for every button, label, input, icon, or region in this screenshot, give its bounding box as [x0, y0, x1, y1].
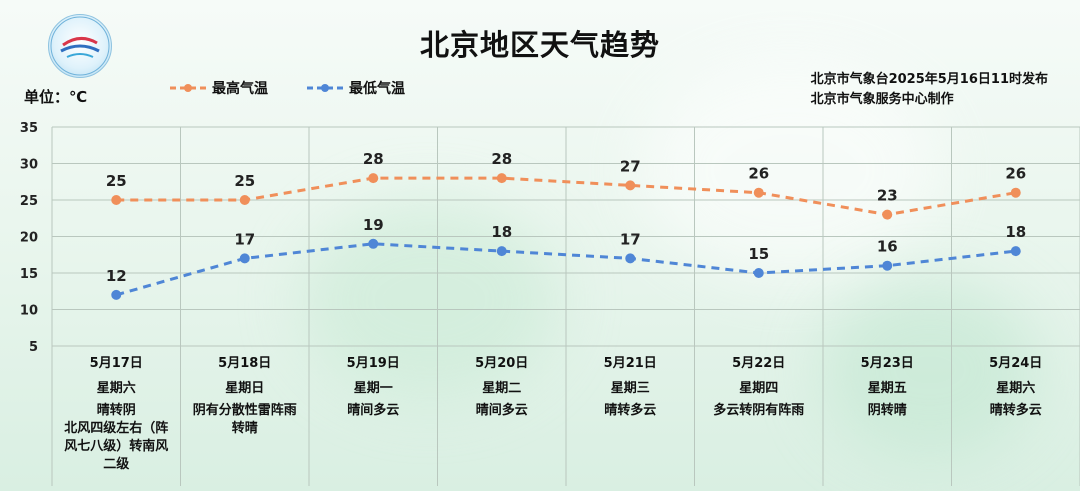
unit-label: 单位：℃ [24, 88, 88, 106]
page-title: 北京地区天气趋势 [419, 28, 660, 62]
low-temp-point [625, 253, 636, 264]
low-temp-label: 18 [1005, 223, 1026, 241]
x-tick-label: 5月24日 [989, 356, 1043, 371]
x-tick-label: 5月20日 [475, 356, 529, 371]
low-temp-label: 17 [620, 230, 641, 248]
high-temp-point [496, 173, 507, 184]
high-temp-label: 26 [1005, 165, 1026, 183]
high-temp-point [882, 209, 893, 220]
high-temp-label: 27 [620, 157, 641, 175]
low-temp-label: 19 [363, 216, 384, 234]
legend-low-marker [307, 84, 343, 92]
publisher-line-1: 北京市气象台2025年5月16日11时发布 [810, 72, 1048, 87]
weather-condition: 晴间多云 [347, 403, 400, 418]
legend-low: 最低气温 [305, 78, 405, 98]
weekday-label: 星期六 [96, 381, 136, 396]
weekday-label: 星期四 [739, 381, 779, 396]
high-temp-point [239, 195, 250, 205]
day-column: 5月23日星期五阴转晴 [823, 352, 952, 420]
day-column: 5月17日星期六晴转阴 北风四级左右（阵 风七八级）转南风 二级 [52, 352, 181, 474]
legend-high: 最高气温 [168, 78, 268, 98]
weekday-label: 星期二 [482, 381, 522, 396]
weather-condition: 晴转多云 [604, 403, 657, 418]
low-temp-label: 15 [748, 245, 769, 263]
y-tick-label: 10 [20, 304, 38, 319]
legend-high-label: 最高气温 [212, 81, 268, 97]
day-column: 5月22日星期四多云转阴有阵雨 [695, 352, 824, 420]
low-temp-label: 17 [234, 230, 255, 248]
publisher-info: 北京市气象台2025年5月16日11时发布 北京市气象服务中心制作 [811, 70, 1048, 110]
x-tick-label: 5月23日 [860, 356, 914, 371]
day-column: 5月24日星期六晴转多云 [952, 352, 1080, 420]
weather-condition: 晴转多云 [989, 403, 1042, 418]
weekday-label: 星期一 [353, 381, 393, 396]
y-tick-label: 35 [20, 121, 38, 136]
weekday-label: 星期五 [867, 381, 907, 396]
y-tick-label: 15 [20, 267, 38, 282]
weather-condition: 晴转阴 北风四级左右（阵 风七八级）转南风 二级 [64, 403, 169, 472]
weekday-label: 星期日 [225, 381, 265, 396]
y-tick-label: 30 [20, 158, 38, 173]
low-temp-line [115, 242, 1016, 297]
x-tick-label: 5月17日 [89, 356, 143, 371]
y-tick-label: 25 [20, 194, 38, 209]
high-temp-label: 25 [106, 172, 127, 190]
low-temp-point [239, 253, 250, 264]
high-temp-label: 28 [491, 150, 512, 168]
low-temp-label: 18 [491, 223, 512, 241]
high-temp-point [625, 180, 636, 191]
high-temp-label: 25 [234, 172, 255, 190]
low-temp-label: 12 [106, 267, 127, 285]
weekday-label: 星期六 [996, 381, 1036, 396]
high-temp-point [111, 195, 122, 205]
weather-condition: 晴间多云 [475, 403, 528, 418]
low-temp-point [882, 260, 893, 271]
low-temp-point [1010, 246, 1021, 257]
high-temp-label: 23 [877, 187, 898, 205]
x-tick-label: 5月18日 [218, 356, 272, 371]
day-column: 5月18日星期日阴有分散性雷阵雨 转晴 [181, 352, 310, 438]
day-column: 5月19日星期一晴间多云 [309, 352, 438, 420]
weather-condition: 阴转晴 [867, 403, 907, 418]
low-temp-point [111, 289, 122, 300]
high-temp-point [1010, 187, 1021, 198]
high-temp-label: 26 [748, 165, 769, 183]
x-tick-label: 5月22日 [732, 356, 786, 371]
weekday-label: 星期三 [610, 381, 650, 396]
meteorological-logo [48, 14, 112, 78]
day-column: 5月21日星期三晴转多云 [566, 352, 695, 420]
weather-condition: 多云转阴有阵雨 [713, 403, 805, 418]
weather-condition: 阴有分散性雷阵雨 转晴 [192, 403, 297, 436]
high-temp-point [368, 173, 379, 184]
low-temp-point [368, 238, 379, 249]
low-temp-label: 16 [877, 238, 898, 256]
x-tick-label: 5月19日 [346, 356, 400, 371]
low-temp-point [496, 246, 507, 257]
x-tick-label: 5月21日 [603, 356, 657, 371]
high-temp-point [753, 187, 764, 198]
low-temp-point [753, 268, 764, 278]
publisher-line-2: 北京市气象服务中心制作 [810, 92, 954, 107]
legend-high-marker [170, 84, 206, 92]
y-tick-label: 20 [20, 231, 38, 246]
high-temp-line [116, 176, 1017, 217]
high-temp-label: 28 [363, 150, 384, 168]
legend-low-label: 最低气温 [349, 81, 405, 97]
day-column: 5月20日星期二晴间多云 [438, 352, 567, 420]
y-tick-label: 5 [29, 340, 38, 355]
